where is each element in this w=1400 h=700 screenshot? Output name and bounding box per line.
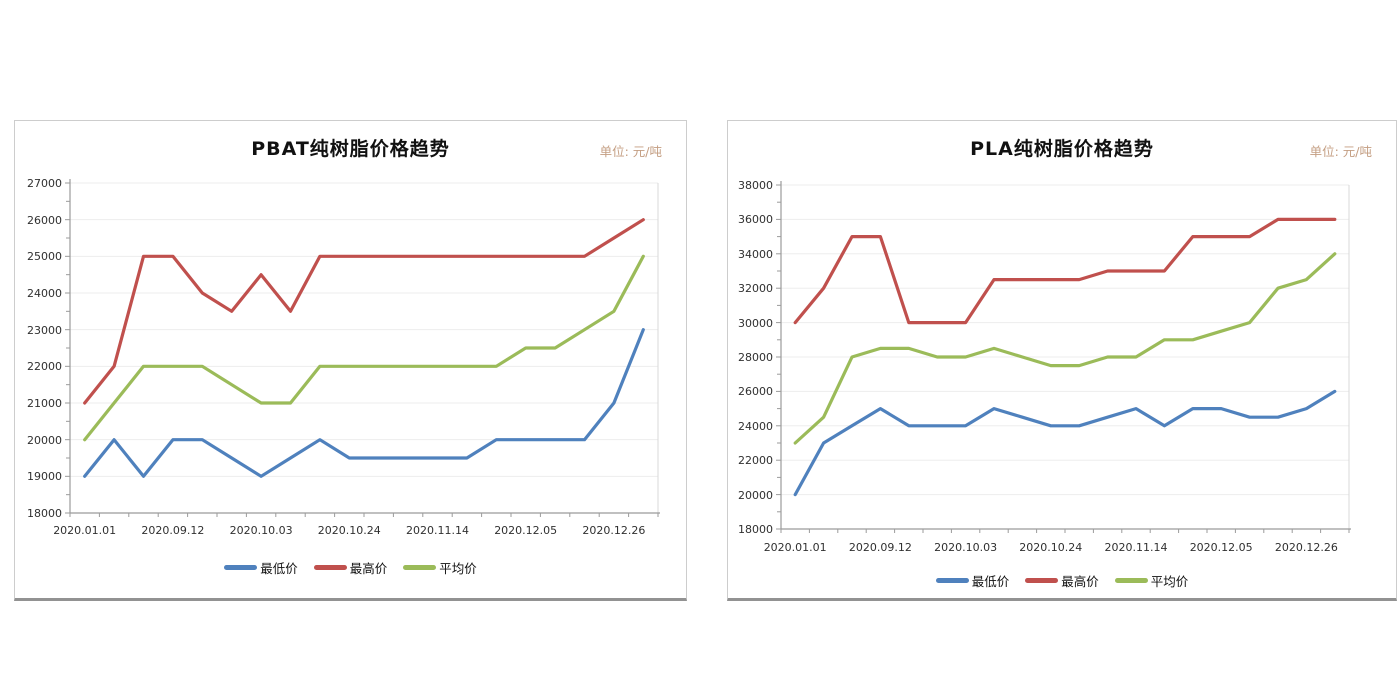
x-tick-label: 2020.12.05 — [1189, 541, 1253, 554]
pla-legend: 最低价 最高价 平均价 — [728, 571, 1396, 590]
legend-label: 最低价 — [971, 574, 1010, 589]
x-tick-label: 2020.12.05 — [494, 524, 558, 537]
y-tick-label: 21000 — [27, 397, 62, 410]
pla-plot-area — [776, 181, 1351, 533]
x-tick-label: 2020.10.03 — [229, 524, 293, 537]
legend-swatch-icon — [403, 565, 437, 570]
x-tick-label: 2020.01.01 — [763, 541, 827, 554]
x-tick-label: 2020.09.12 — [848, 541, 912, 554]
pbat-plot-area — [65, 179, 660, 517]
x-tick-label: 2020.12.26 — [582, 524, 646, 537]
legend-swatch-icon — [1025, 578, 1059, 583]
legend-item: 平均价 — [1114, 571, 1189, 590]
x-tick-label: 2020.10.03 — [934, 541, 998, 554]
pla-chart-panel: PLA纯树脂价格趋势 单位: 元/吨 18000 20000 22000 24000 2… — [727, 120, 1397, 601]
pbat-legend: 最低价 最高价 平均价 — [15, 558, 686, 577]
series-line-2 — [83, 254, 645, 442]
x-tick-label: 2020.01.01 — [53, 524, 117, 537]
y-tick-label: 36000 — [738, 213, 773, 227]
y-tick-label: 38000 — [738, 179, 773, 192]
y-tick-label: 25000 — [27, 250, 62, 264]
y-tick-label: 20000 — [738, 488, 773, 502]
y-tick-label: 18000 — [738, 523, 773, 536]
legend-label: 最高价 — [349, 561, 388, 576]
y-tick-label: 27000 — [27, 177, 62, 190]
series-line-0 — [793, 389, 1337, 497]
y-tick-label: 24000 — [738, 419, 773, 433]
legend-swatch-icon — [935, 578, 969, 583]
legend-item: 最低价 — [935, 571, 1010, 590]
legend-item: 最高价 — [1025, 571, 1099, 590]
series-line-0 — [83, 328, 645, 478]
series-line-2 — [793, 252, 1337, 445]
y-tick-label: 32000 — [738, 282, 773, 296]
y-tick-label: 22000 — [738, 454, 773, 468]
x-tick-label: 2020.10.24 — [317, 524, 381, 537]
y-tick-label: 26000 — [27, 213, 62, 227]
legend-label: 最低价 — [260, 561, 298, 576]
legend-swatch-icon — [224, 565, 258, 570]
x-tick-label: 2020.09.12 — [141, 524, 205, 537]
y-tick-label: 19000 — [27, 470, 62, 484]
y-tick-label: 26000 — [738, 385, 773, 399]
y-tick-label: 34000 — [738, 247, 773, 261]
legend-label: 平均价 — [1150, 574, 1189, 589]
x-tick-label: 2020.11.14 — [1104, 541, 1168, 554]
y-tick-label: 20000 — [27, 433, 62, 447]
x-tick-label: 2020.10.24 — [1019, 541, 1083, 554]
legend-label: 最高价 — [1061, 574, 1099, 589]
legend-item: 平均价 — [403, 558, 477, 577]
pla-unit-label: 单位: 元/吨 — [1309, 144, 1372, 159]
series-line-1 — [83, 218, 645, 405]
legend-item: 最高价 — [313, 558, 388, 577]
pla-chart-title: PLA纯树脂价格趋势 — [970, 138, 1154, 160]
y-tick-label: 18000 — [27, 507, 62, 520]
x-tick-label: 2020.12.26 — [1274, 541, 1338, 554]
y-tick-label: 24000 — [27, 287, 62, 300]
legend-item: 最低价 — [224, 558, 298, 577]
y-tick-label: 23000 — [27, 323, 62, 337]
y-tick-label: 22000 — [27, 360, 62, 374]
legend-swatch-icon — [313, 565, 347, 570]
y-tick-label: 30000 — [738, 316, 773, 330]
x-tick-label: 2020.11.14 — [406, 524, 469, 537]
pbat-unit-label: 单位: 元/吨 — [599, 144, 662, 159]
pbat-chart-panel: PBAT纯树脂价格趋势 单位: 元/吨 18000 19000 20000 21000… — [14, 120, 687, 601]
legend-label: 平均价 — [439, 561, 477, 576]
legend-swatch-icon — [1114, 578, 1148, 583]
series-line-1 — [793, 217, 1337, 325]
y-tick-label: 28000 — [738, 351, 773, 364]
pbat-chart-title: PBAT纯树脂价格趋势 — [251, 138, 450, 160]
